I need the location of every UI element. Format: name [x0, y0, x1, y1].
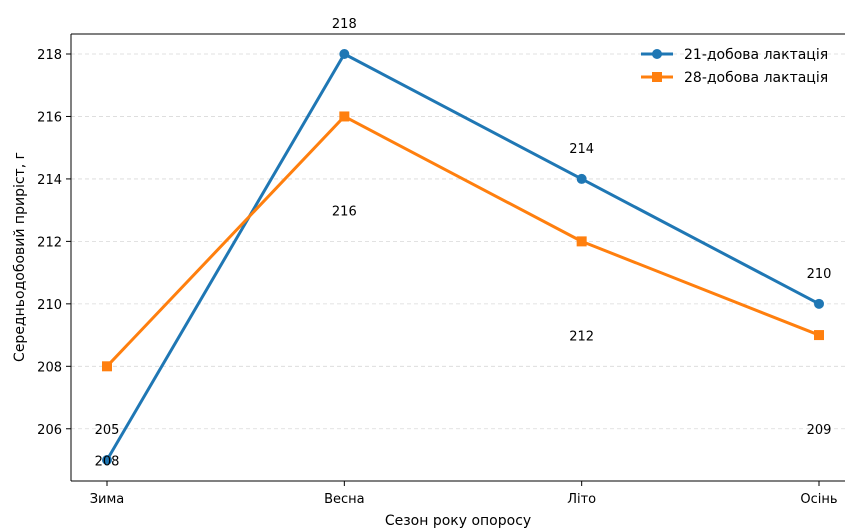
- x-tick-label: Зима: [90, 492, 125, 507]
- y-tick-label: 218: [37, 48, 62, 63]
- data-label: 214: [569, 142, 594, 157]
- y-tick-label: 216: [37, 110, 62, 125]
- legend-label: 28-добова лактація: [684, 70, 828, 86]
- data-label: 209: [807, 423, 832, 438]
- data-point: [576, 173, 587, 184]
- y-axis-label: Середньодобовий приріст, г: [12, 152, 28, 362]
- y-tick-label: 210: [37, 298, 62, 313]
- gridlines: [71, 53, 845, 430]
- legend-label: 21-добова лактація: [684, 47, 828, 63]
- x-tick-label: Весна: [324, 492, 365, 507]
- data-label: 212: [569, 329, 594, 344]
- data-point: [576, 236, 587, 247]
- data-label: 216: [332, 204, 357, 219]
- data-point: [102, 455, 112, 465]
- data-label: 210: [807, 267, 832, 282]
- legend: 21-добова лактація 28-добова лактація: [641, 47, 828, 86]
- y-tick-label: 214: [37, 173, 62, 188]
- legend-marker: [652, 49, 662, 59]
- series-line-1: [105, 52, 820, 461]
- x-tick-label: Літо: [567, 492, 596, 507]
- data-point: [814, 298, 824, 309]
- y-tick-label: 206: [37, 423, 62, 438]
- legend-marker: [652, 72, 662, 82]
- data-label: 218: [332, 17, 357, 32]
- data-point: [339, 49, 350, 59]
- data-label: 208: [95, 454, 120, 469]
- series-line-2: [105, 114, 820, 368]
- data-point: [339, 111, 350, 122]
- axes: 206 208 210 212 214 216 218 Зима Весна Літо Осінь: [37, 33, 845, 507]
- y-tick-label: 212: [37, 235, 62, 250]
- data-labels: 205 218 214 210 208 216 212 209: [95, 17, 832, 469]
- data-label: 205: [95, 423, 120, 438]
- x-tick-label: Осінь: [800, 492, 837, 507]
- data-point: [102, 361, 112, 372]
- data-point: [814, 330, 824, 341]
- series-layer: [102, 49, 824, 465]
- x-axis-label: Сезон року опоросу: [385, 513, 531, 529]
- y-tick-label: 208: [37, 360, 62, 375]
